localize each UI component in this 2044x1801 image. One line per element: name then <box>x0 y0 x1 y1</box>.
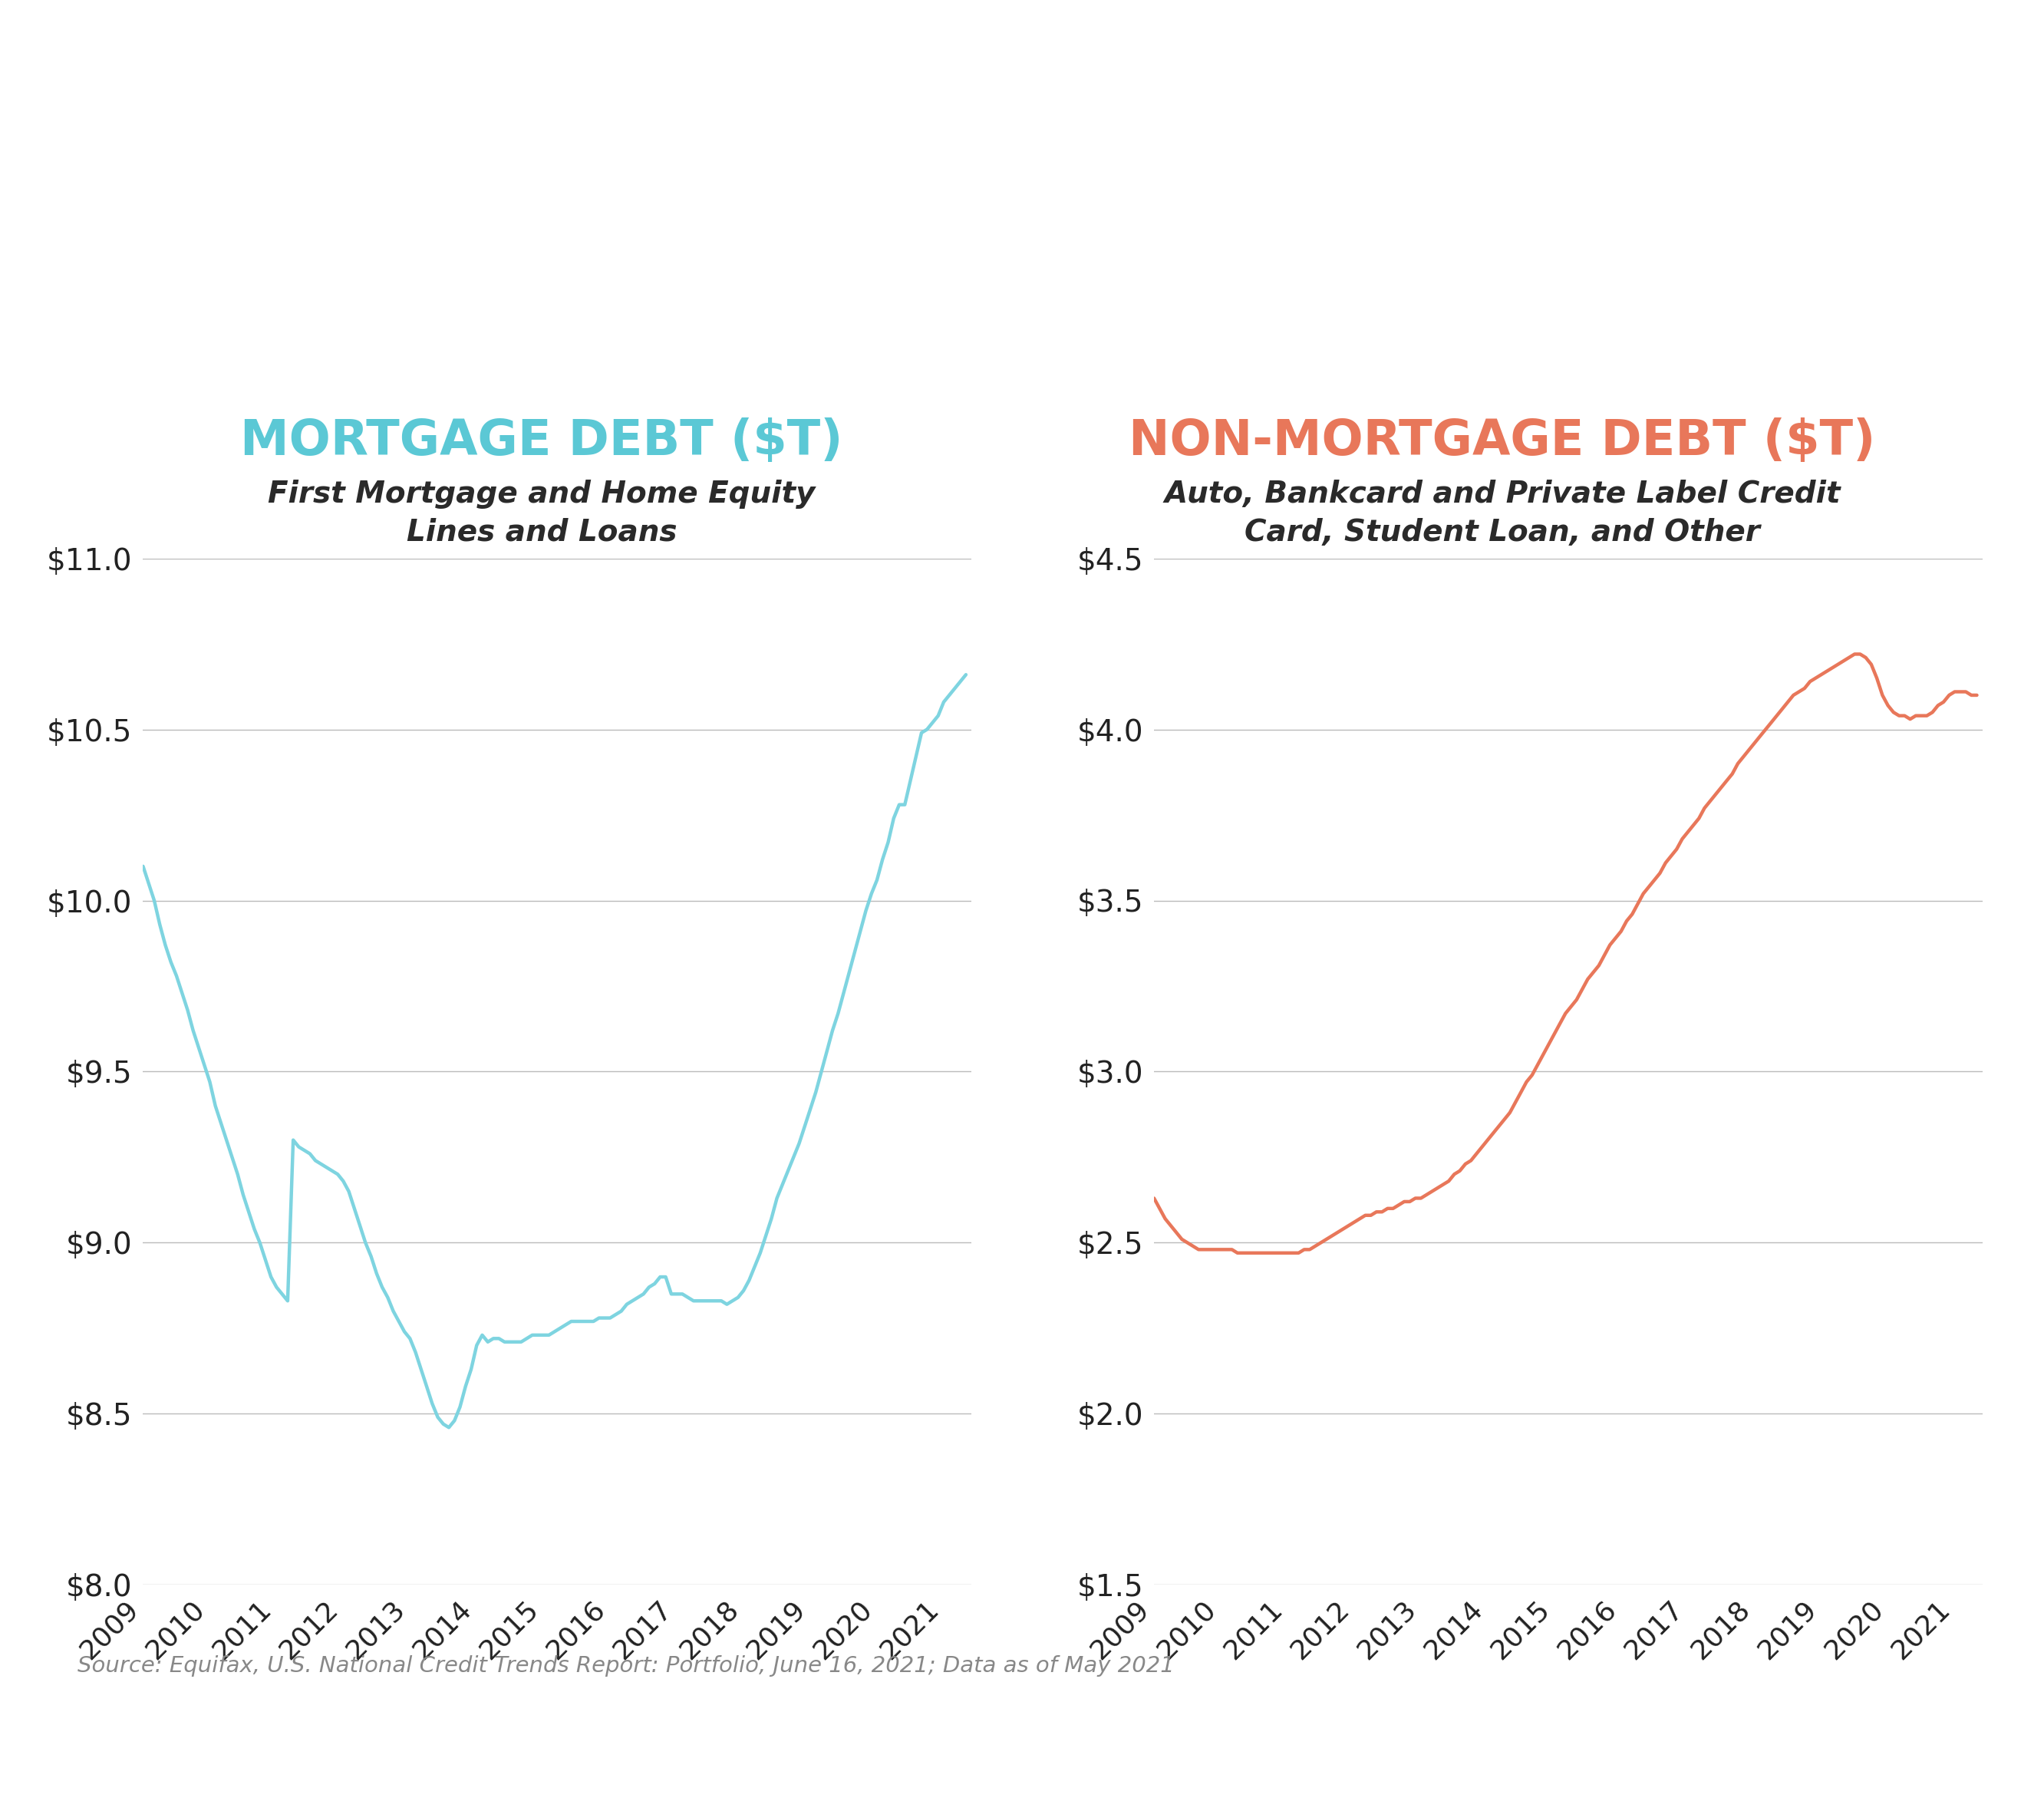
Text: NON-MORTGAGE DEBT ($T): NON-MORTGAGE DEBT ($T) <box>1128 418 1876 465</box>
Text: First Mortgage and Home Equity
Lines and Loans: First Mortgage and Home Equity Lines and… <box>268 479 816 548</box>
Text: TOTAL CONSUMER DEBT BY SOURCE: TOTAL CONSUMER DEBT BY SOURCE <box>65 50 1318 110</box>
Text: Auto, Bankcard and Private Label Credit
Card, Student Loan, and Other: Auto, Bankcard and Private Label Credit … <box>1165 479 1840 548</box>
Text: Source: Equifax, U.S. National Credit Trends Report: Portfolio, June 16, 2021; D: Source: Equifax, U.S. National Credit Tr… <box>78 1655 1175 1677</box>
Text: MORTGAGE DEBT ($T): MORTGAGE DEBT ($T) <box>241 418 842 465</box>
